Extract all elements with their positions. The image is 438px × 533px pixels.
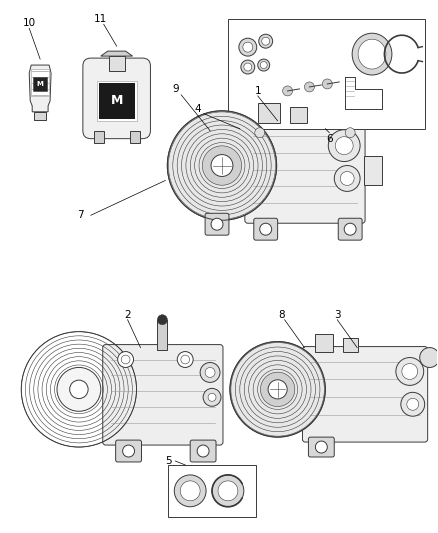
Bar [97, 81, 137, 121]
FancyBboxPatch shape [303, 346, 427, 442]
Text: 11: 11 [94, 14, 107, 25]
Circle shape [205, 367, 215, 377]
Text: 8: 8 [278, 310, 285, 320]
Circle shape [70, 380, 88, 399]
Circle shape [407, 398, 419, 410]
Text: M: M [110, 94, 123, 107]
Circle shape [200, 362, 220, 382]
Circle shape [211, 218, 223, 230]
Circle shape [181, 355, 190, 364]
Circle shape [345, 128, 355, 138]
Bar [34, 112, 46, 120]
Bar [99, 83, 134, 119]
FancyBboxPatch shape [308, 437, 334, 457]
Circle shape [118, 352, 134, 367]
Circle shape [304, 82, 314, 92]
Circle shape [208, 393, 216, 401]
Circle shape [283, 86, 293, 96]
Text: 5: 5 [165, 456, 172, 466]
Circle shape [239, 38, 257, 56]
Circle shape [123, 445, 134, 457]
Bar [290, 107, 307, 123]
Text: M: M [37, 81, 43, 87]
Circle shape [177, 352, 193, 367]
Circle shape [203, 389, 221, 406]
Bar [315, 334, 333, 352]
Circle shape [218, 481, 238, 501]
Circle shape [262, 37, 270, 45]
Circle shape [402, 364, 418, 379]
Circle shape [334, 166, 360, 191]
Text: 3: 3 [334, 310, 341, 320]
Circle shape [328, 130, 360, 161]
Circle shape [260, 62, 267, 69]
FancyBboxPatch shape [254, 218, 278, 240]
Bar [31, 69, 49, 96]
Circle shape [212, 475, 244, 507]
Text: 4: 4 [195, 104, 201, 114]
Circle shape [157, 315, 167, 325]
FancyBboxPatch shape [103, 345, 223, 445]
Text: 1: 1 [254, 86, 261, 96]
Bar [109, 56, 124, 71]
FancyBboxPatch shape [190, 440, 216, 462]
Circle shape [202, 146, 242, 185]
FancyBboxPatch shape [245, 118, 365, 223]
Circle shape [230, 342, 325, 437]
Circle shape [244, 63, 252, 71]
FancyBboxPatch shape [83, 58, 150, 139]
Polygon shape [101, 51, 133, 56]
Circle shape [260, 223, 272, 235]
Circle shape [261, 372, 295, 407]
Bar [94, 131, 104, 143]
Circle shape [396, 358, 424, 385]
Circle shape [174, 475, 206, 507]
Bar [130, 131, 140, 143]
Bar [228, 19, 425, 129]
Circle shape [401, 392, 425, 416]
Circle shape [322, 79, 332, 89]
Bar [33, 77, 47, 91]
Circle shape [259, 34, 273, 48]
Circle shape [180, 481, 200, 501]
Text: 10: 10 [23, 18, 36, 28]
Circle shape [243, 42, 253, 52]
Text: 7: 7 [78, 210, 84, 220]
Bar [168, 465, 256, 516]
FancyBboxPatch shape [205, 213, 229, 235]
Bar [258, 103, 279, 123]
Circle shape [121, 355, 130, 364]
Polygon shape [29, 65, 51, 112]
Circle shape [268, 380, 287, 399]
Bar [343, 337, 358, 352]
Text: 2: 2 [124, 310, 131, 320]
Circle shape [340, 172, 354, 185]
Circle shape [57, 367, 101, 411]
Circle shape [211, 155, 233, 176]
Ellipse shape [352, 33, 392, 75]
Circle shape [315, 441, 327, 453]
Circle shape [420, 348, 438, 367]
FancyBboxPatch shape [338, 218, 362, 240]
Circle shape [241, 60, 255, 74]
Bar [364, 156, 382, 185]
Circle shape [255, 128, 265, 138]
Text: 9: 9 [172, 84, 179, 94]
FancyBboxPatch shape [116, 440, 141, 462]
Ellipse shape [358, 39, 386, 69]
Text: 6: 6 [326, 134, 332, 144]
Circle shape [167, 111, 277, 220]
Bar [157, 320, 167, 350]
Circle shape [335, 136, 353, 155]
Circle shape [258, 59, 270, 71]
Circle shape [344, 223, 356, 235]
Circle shape [197, 445, 209, 457]
